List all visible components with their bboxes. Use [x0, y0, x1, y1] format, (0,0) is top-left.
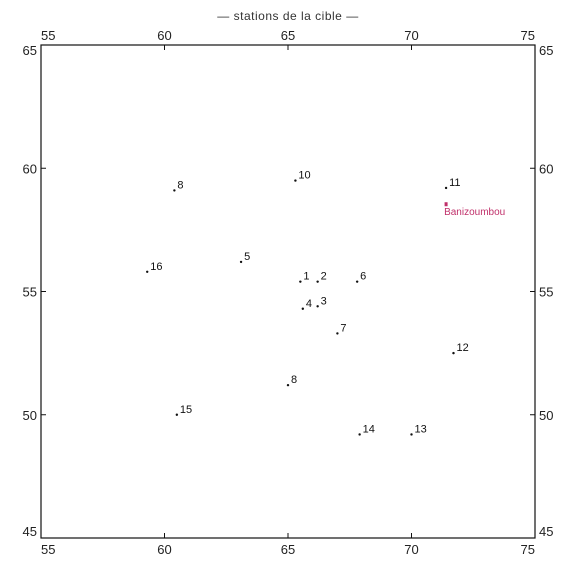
station-point-12	[410, 433, 413, 436]
y-tick-label-right-0: 45	[539, 524, 553, 539]
plot-frame	[40, 44, 536, 539]
station-label-14: 15	[180, 404, 192, 416]
y-tick-label-right-4: 65	[539, 43, 553, 58]
station-point-14	[175, 413, 179, 416]
station-point-11	[452, 351, 455, 355]
station-label-3: 4	[306, 298, 312, 310]
station-point-8	[173, 189, 176, 192]
x-tick-label-bottom-4: 75	[521, 542, 535, 557]
y-tick-label-right-1: 50	[539, 408, 553, 423]
y-tick-label-left-0: 45	[23, 524, 37, 539]
y-tick-label-left-2: 55	[23, 285, 37, 300]
y-tick-label-left-4: 65	[23, 43, 37, 58]
station-label-10: 11	[449, 177, 460, 189]
station-point-6	[336, 332, 339, 335]
x-tick-label-top-4: 75	[521, 28, 535, 43]
x-tick-label-bottom-1: 60	[157, 542, 171, 557]
station-point-1	[316, 280, 319, 283]
station-label-11: 12	[456, 342, 468, 354]
station-point-4	[239, 260, 243, 264]
station-point-7	[286, 383, 290, 387]
x-tick-label-top-2: 65	[281, 28, 295, 43]
y-tick-label-left-3: 60	[23, 161, 37, 176]
station-label-7: 8	[291, 374, 297, 386]
y-tick-label-left-1: 50	[23, 408, 37, 423]
y-tick-label-right-3: 60	[539, 161, 553, 176]
x-tick-label-bottom-0: 55	[41, 542, 55, 557]
x-tick-label-top-0: 55	[41, 28, 55, 43]
y-tick-label-right-2: 55	[539, 285, 553, 300]
station-label-2: 3	[321, 295, 327, 307]
station-label-4: 5	[244, 251, 250, 263]
x-tick-label-top-3: 70	[404, 28, 418, 43]
station-point-13	[358, 433, 361, 436]
station-point-3	[301, 307, 305, 310]
station-label-15: 16	[150, 261, 162, 273]
station-point-9	[294, 179, 297, 182]
station-point-0	[299, 280, 302, 283]
x-tick-label-bottom-2: 65	[281, 542, 295, 557]
x-tick-label-bottom-3: 70	[404, 542, 418, 557]
station-label-5: 6	[360, 271, 366, 283]
station-label-9: 10	[298, 170, 310, 182]
x-tick-label-top-1: 60	[157, 28, 171, 43]
chart-title: — stations de la cible —	[217, 9, 358, 23]
station-label-0: 1	[303, 271, 309, 283]
station-label-1: 2	[321, 271, 327, 283]
station-point-5	[355, 280, 359, 283]
station-point-15	[146, 270, 149, 273]
station-point-10	[444, 186, 448, 190]
highlight-point	[444, 202, 448, 207]
station-label-13: 14	[363, 423, 375, 435]
station-label-6: 7	[340, 322, 346, 334]
station-label-8: 8	[177, 179, 183, 191]
station-label-12: 13	[415, 423, 427, 435]
station-point-2	[316, 305, 319, 308]
highlight-label: Banizoumbou	[444, 207, 505, 218]
